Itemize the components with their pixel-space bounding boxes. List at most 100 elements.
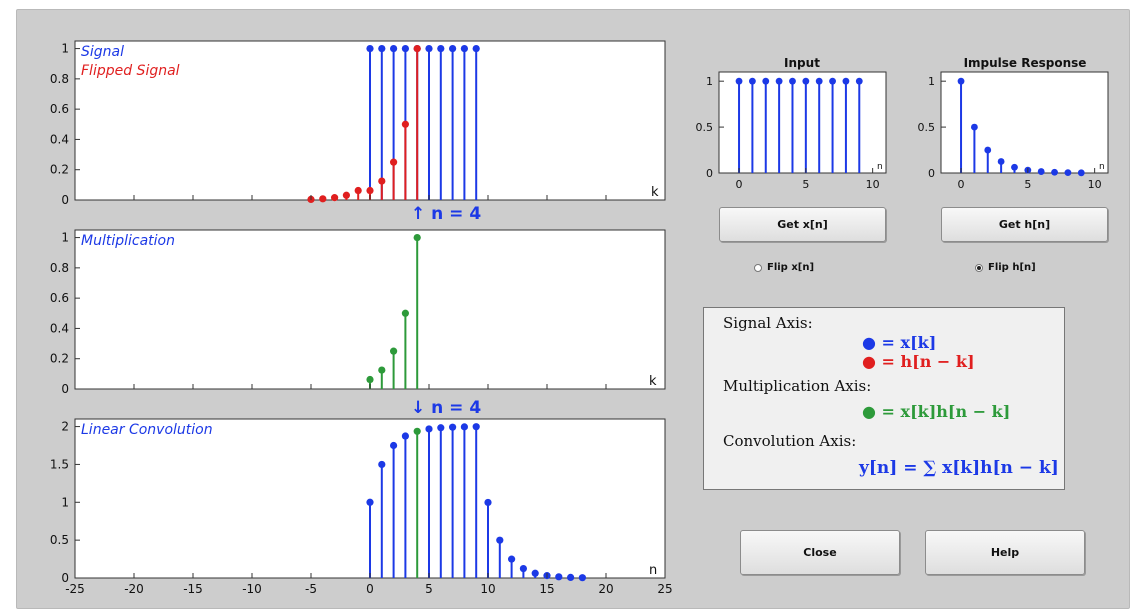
convolution_axis-ytick-label: 0 [61, 571, 69, 585]
convolution_axis-point [578, 574, 587, 582]
impulse-xlabel: n [1099, 162, 1105, 172]
input-stems [735, 77, 863, 173]
signal_axis-point [331, 194, 339, 202]
multiplication-axis-title: Multiplication Axis: [723, 377, 872, 395]
multiplication_axis-ytick-label: 0.2 [50, 352, 69, 366]
signal_axis-point [460, 44, 468, 53]
convolution-legend-label: Linear Convolution [81, 422, 213, 438]
impulse-ytick-label: 0 [928, 167, 935, 180]
input-point [829, 77, 836, 85]
signal-red-formula: = h[n − k] [881, 352, 975, 371]
signal_axis-point [390, 44, 398, 53]
convolution_axis-point [425, 425, 433, 433]
signal_axis-point [366, 44, 374, 53]
input-ytick-label: 0 [706, 167, 713, 180]
legend-box: Signal Axis: ● = x[k] ● = h[n − k] Multi… [703, 307, 1065, 490]
impulse-title: Impulse Response [964, 56, 1087, 70]
input-title: Input [784, 56, 820, 70]
n-down-label: ↓ n = 4 [411, 398, 481, 418]
convolution_axis-point [366, 498, 374, 506]
convolution_axis-ytick-label: 1.5 [50, 457, 69, 471]
flip-x-radio-dot[interactable] [754, 263, 762, 272]
input-ytick-label: 1 [706, 75, 713, 88]
convolution-xlabel: n [649, 563, 657, 578]
multiplication-legend-label: Multiplication [81, 233, 175, 249]
multiplication_axis-ytick-label: 0.8 [50, 261, 69, 275]
blue-dot-icon: ● [862, 333, 876, 352]
convolution-stems [366, 423, 587, 582]
impulse-axes[interactable]: n [940, 71, 1109, 177]
input-point [842, 77, 850, 85]
get-h-button[interactable]: Get h[n] [941, 207, 1108, 242]
signal_axis-point [366, 186, 374, 195]
input-point [775, 77, 783, 85]
signal_axis-point [425, 44, 433, 53]
input-ytick-label: 0.5 [696, 121, 714, 134]
impulse-ytick-label: 1 [928, 75, 935, 88]
convolution_axis-point [413, 427, 421, 435]
multiplication-axes[interactable]: Multiplication k [74, 229, 666, 390]
impulse-point [1064, 169, 1072, 177]
input-xticks: 0 5 10 [736, 168, 880, 191]
impulse-xtick-label: 5 [1024, 178, 1031, 191]
flip-h-radio-dot[interactable] [975, 263, 983, 272]
signal_axis-point [342, 191, 350, 199]
signal-blue-entry: ● = x[k] [862, 333, 936, 352]
impulse-point [1077, 169, 1085, 177]
convolution-axis-title: Convolution Axis: [723, 432, 857, 450]
flip-h-radio[interactable]: Flip h[n] [975, 262, 1036, 273]
get-x-button[interactable]: Get x[n] [719, 207, 886, 242]
convolution_axis-ytick-label: 0.5 [50, 533, 69, 547]
signal-stems [74, 44, 666, 204]
convolution_axis-point [555, 573, 563, 581]
convolution_axis-xtick-label: 5 [425, 582, 433, 596]
convolution_axis-xtick-label: -25 [65, 582, 85, 596]
red-dot-icon: ● [862, 352, 876, 371]
convolution_axis-ytick-label: 1 [61, 495, 69, 509]
multiplication_axis-ytick-label: 0.6 [50, 291, 69, 305]
flip-x-radio[interactable]: Flip x[n] [754, 262, 814, 273]
signal_axis-point [390, 158, 398, 166]
impulse-xtick-label: 0 [958, 178, 965, 191]
signal-axes[interactable]: Signal Flipped Signal k [74, 40, 666, 204]
mult-green-formula: = x[k]h[n − k] [881, 402, 1011, 421]
signal_axis-point [472, 44, 480, 53]
input-point [815, 77, 823, 85]
convolution_axis-ytick-label: 2 [61, 420, 69, 434]
convolution_axis-point [437, 424, 445, 432]
input-xtick-label: 0 [736, 178, 743, 191]
convolution_axis-point [519, 564, 528, 573]
convolution-axes[interactable]: Linear Convolution n [74, 418, 666, 582]
convolution_axis-point [378, 460, 386, 469]
multiplication_axis-point [390, 347, 398, 355]
impulse-point [971, 123, 978, 131]
signal-yticks: 0 0.2 0.4 0.6 0.8 1 [50, 42, 80, 207]
help-button[interactable]: Help [925, 530, 1085, 575]
input-axes[interactable]: n [718, 71, 887, 174]
signal_axis-ytick-label: 1 [61, 42, 69, 56]
signal_axis-point [413, 44, 421, 53]
multiplication_axis-point [378, 366, 386, 374]
multiplication-axes-frame [74, 229, 666, 390]
multiplication_axis-point [413, 233, 421, 242]
multiplication_axis-ytick-label: 1 [61, 231, 69, 245]
input-yticks: 00.51 [696, 75, 724, 180]
signal_axis-point [378, 44, 386, 53]
impulse-point [957, 77, 965, 85]
close-button[interactable]: Close [740, 530, 900, 575]
signal_axis-ytick-label: 0.2 [50, 163, 69, 177]
convolution-xticks: -25 -20 -15 -10 -5 0 5 10 15 20 25 [65, 573, 673, 596]
green-dot-icon: ● [862, 402, 876, 421]
convolution_axis-point [508, 555, 516, 563]
input-axes-frame [718, 71, 887, 174]
mult-green-entry: ● = x[k]h[n − k] [862, 402, 1010, 421]
signal_axis-ytick-label: 0.4 [50, 132, 69, 146]
input-xtick-label: 10 [866, 178, 880, 191]
impulse-axes-frame [940, 71, 1109, 174]
signal_axis-point [319, 195, 327, 203]
input-xlabel: n [877, 162, 883, 172]
convolution_axis-point [472, 423, 480, 431]
impulse-yticks: 00.51 [918, 75, 946, 180]
convolution-formula: y[n] = ∑ x[k]h[n − k] [859, 458, 1059, 478]
impulse-ytick-label: 0.5 [918, 121, 936, 134]
